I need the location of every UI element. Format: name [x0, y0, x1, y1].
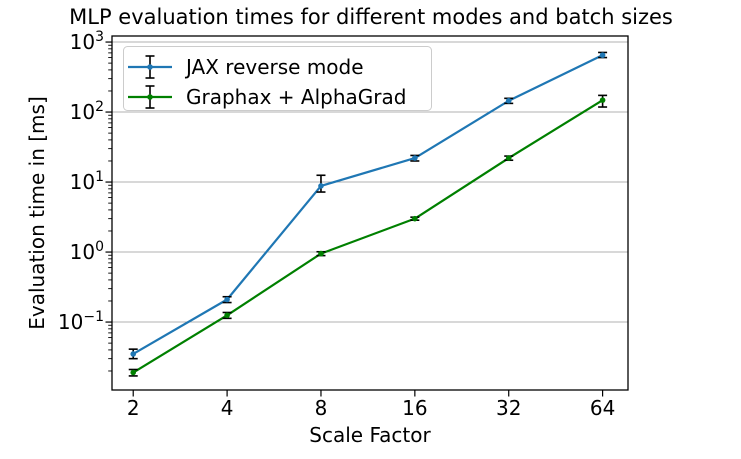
data-point-marker — [599, 52, 606, 58]
data-point-marker — [130, 351, 137, 357]
x-tick-label: 16 — [402, 396, 427, 420]
x-tick-label: 2 — [127, 396, 140, 420]
legend: JAX reverse mode Graphax + AlphaGrad — [123, 46, 432, 111]
y-tick-label: 102 — [70, 99, 104, 124]
data-point-marker — [224, 312, 230, 319]
plot-frame — [111, 35, 629, 391]
legend-entry: JAX reverse mode — [128, 55, 364, 79]
x-tick-label: 32 — [496, 396, 521, 420]
data-point-marker — [412, 155, 418, 161]
axis-ticks: 103 102 101 100 10−1 2 4 8 16 32 64 — [58, 29, 615, 420]
legend-sample-marker — [147, 94, 153, 100]
y-tick-label: 100 — [70, 239, 104, 264]
legend-sample-marker — [147, 64, 153, 70]
data-point-marker — [505, 155, 512, 161]
data-series — [128, 51, 608, 377]
plot-frame-rect — [111, 35, 629, 391]
data-point-marker — [412, 215, 418, 222]
data-point-marker — [599, 97, 606, 103]
y-tick-label: 101 — [70, 169, 104, 194]
x-tick-label: 4 — [221, 396, 234, 420]
data-point-marker — [224, 296, 230, 303]
gridlines — [112, 41, 628, 323]
series-line — [132, 99, 604, 374]
chart-title: MLP evaluation times for different modes… — [69, 5, 673, 29]
legend-entry-label: Graphax + AlphaGrad — [186, 85, 406, 109]
legend-entry: Graphax + AlphaGrad — [128, 85, 406, 109]
data-point-marker — [505, 97, 512, 104]
y-tick-label: 103 — [70, 29, 104, 54]
x-tick-label: 64 — [590, 396, 615, 420]
y-tick-label: 10−1 — [58, 309, 104, 334]
legend-box — [123, 46, 432, 111]
data-point-marker — [130, 369, 137, 376]
x-tick-label: 8 — [315, 396, 328, 420]
y-axis-label: Evaluation time in [ms] — [25, 96, 49, 330]
series-jax-reverse-mode — [128, 51, 608, 360]
series-line — [132, 54, 604, 355]
data-point-marker — [318, 183, 324, 189]
data-point-marker — [318, 250, 324, 257]
legend-entry-label: JAX reverse mode — [184, 55, 364, 79]
series-graphax-alphagrad — [128, 94, 608, 377]
x-axis-label: Scale Factor — [309, 423, 431, 447]
